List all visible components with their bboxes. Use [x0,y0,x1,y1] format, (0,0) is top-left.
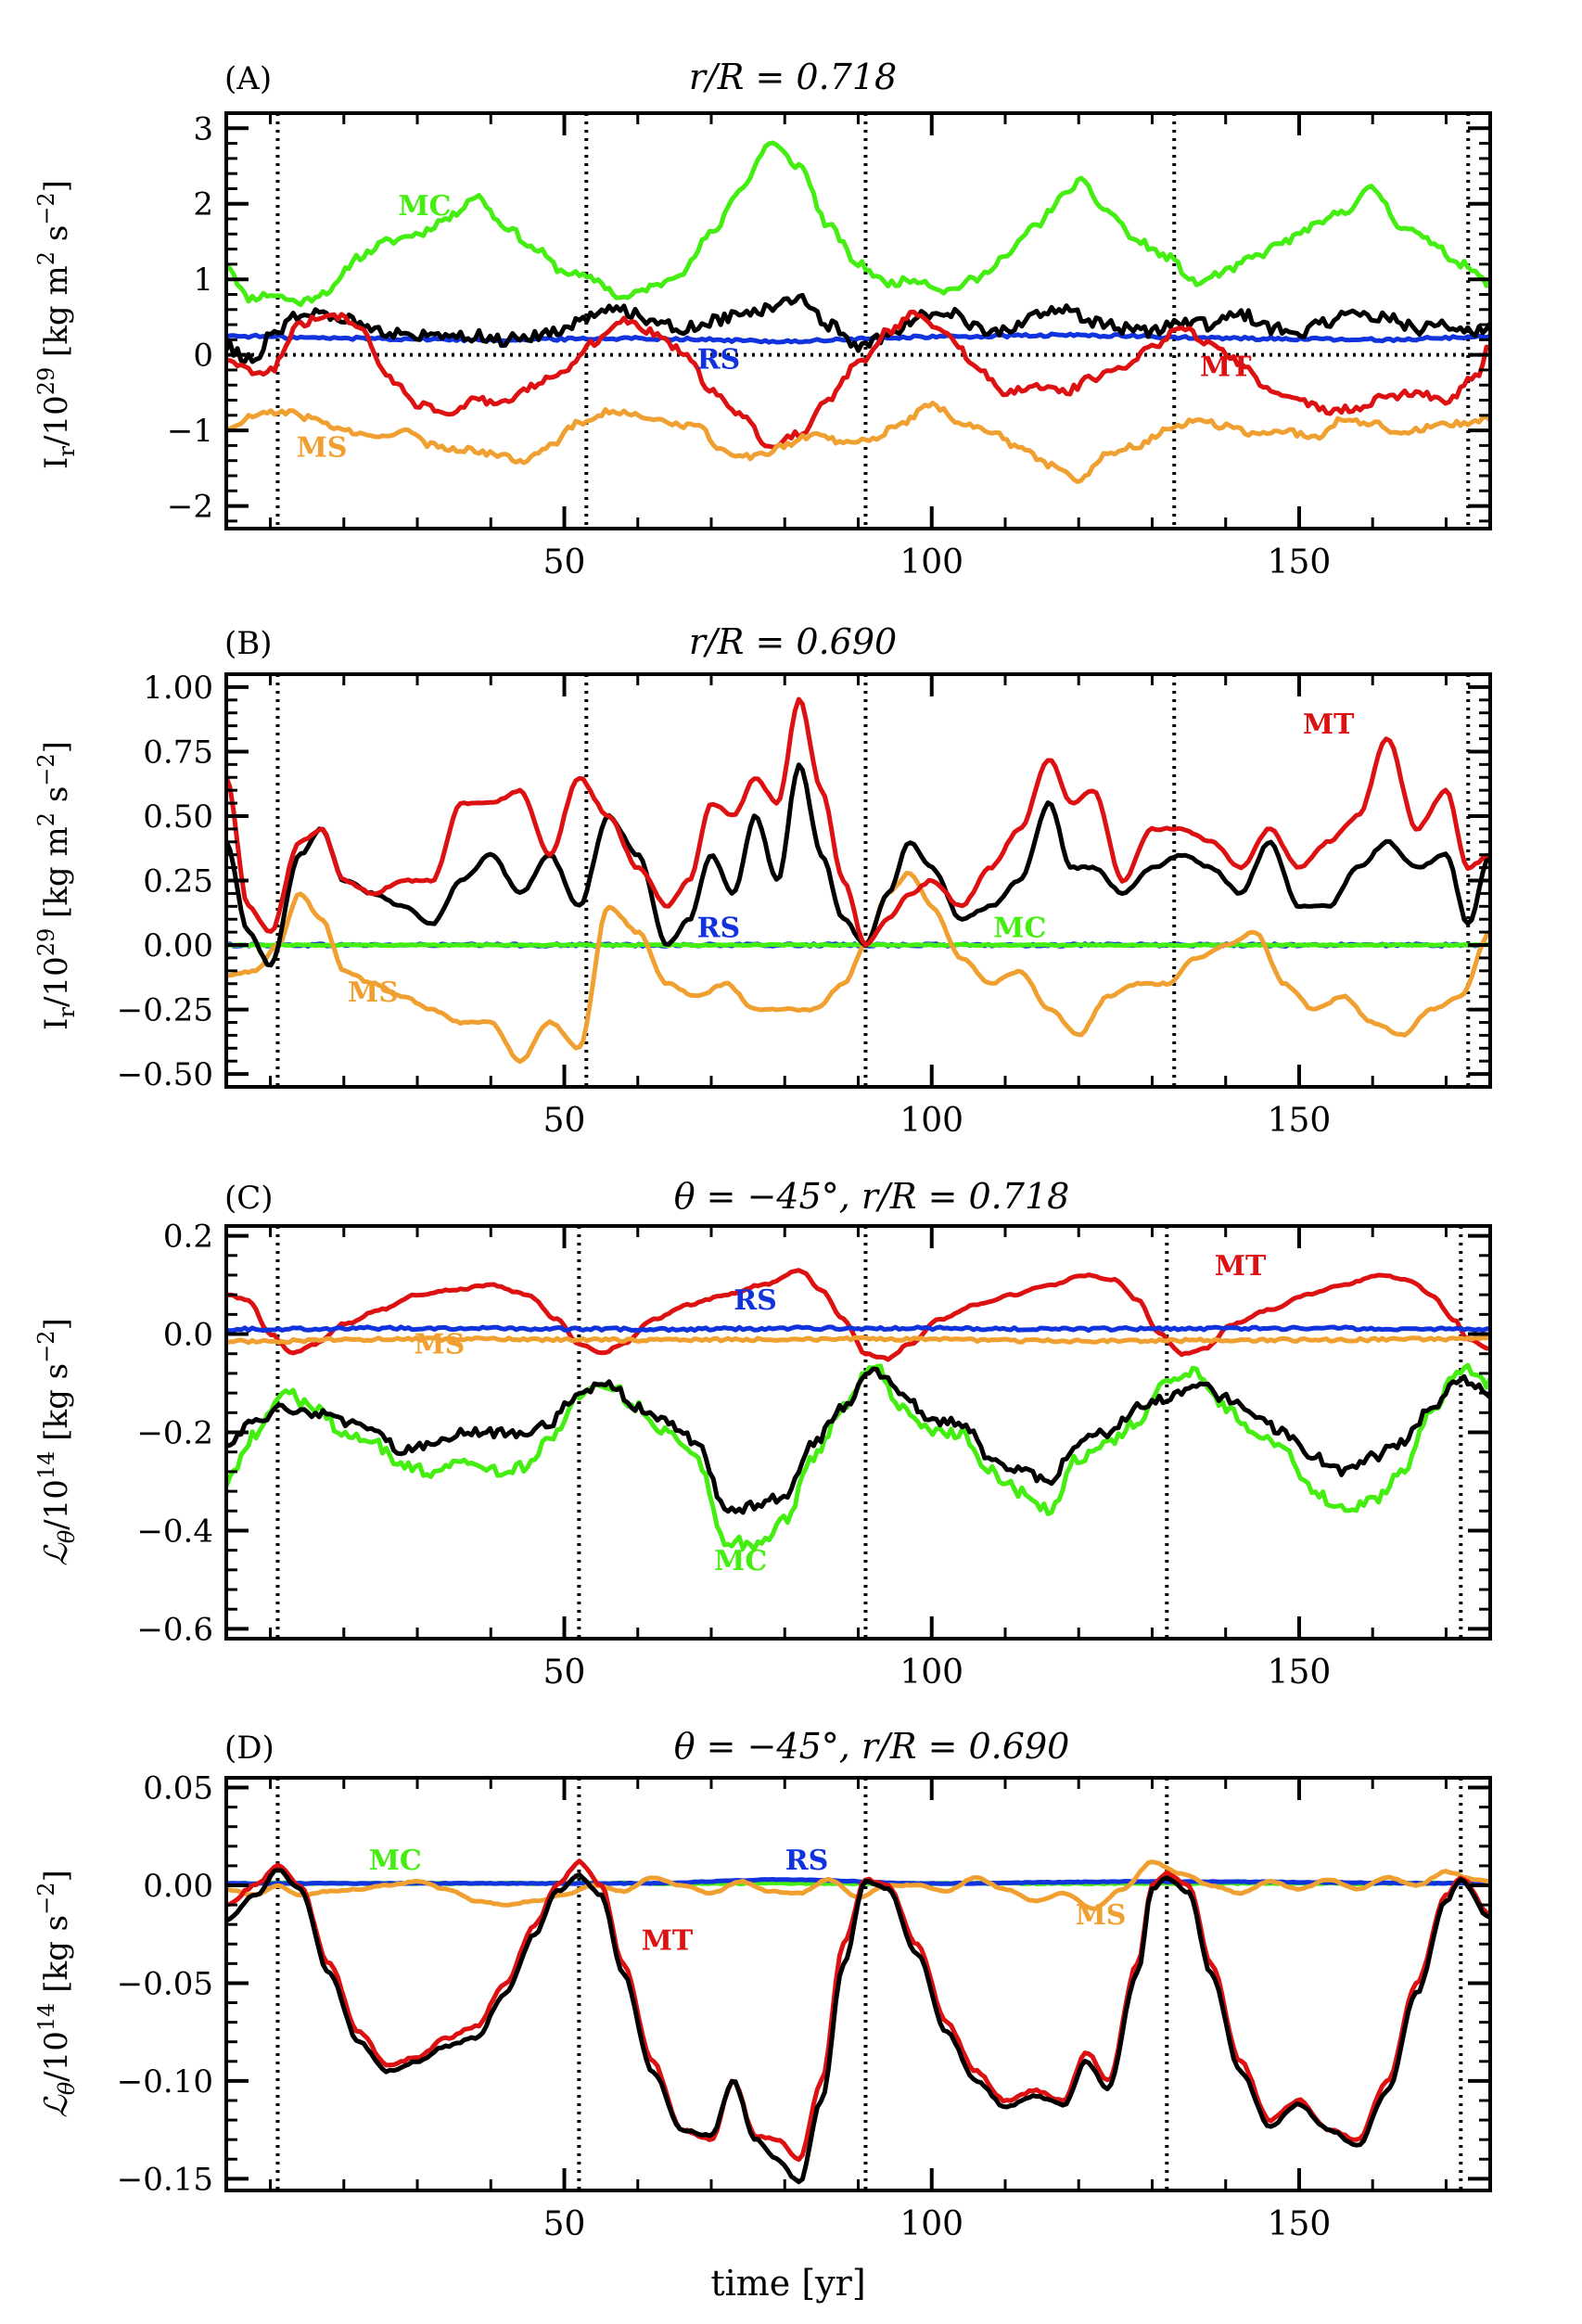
series-total-line [226,1366,1490,1515]
series-label-mc: MC [398,190,451,223]
y-tick-label: −0.6 [136,1611,213,1648]
y-tick-label: 0.00 [143,1868,213,1905]
panel-c-ylabel: ℒθ/1014 [kg s−2] [33,1318,80,1566]
x-tick-label: 50 [543,1654,586,1692]
y-tick-label: −0.2 [136,1415,213,1452]
x-tick-label: 150 [1268,543,1332,581]
y-tick-label: 3 [193,110,213,147]
y-tick-label: 0.00 [143,927,213,964]
y-tick-label: 0.75 [143,734,213,771]
series-label-mc: MC [714,1545,767,1577]
y-tick-label: 0.2 [163,1219,213,1256]
series-label-rs: RS [734,1284,777,1317]
panel-c-title: θ = −45°, r/R = 0.718 [674,1176,1070,1217]
panel-b-ylabel: Ir/1029 [kg m2 s−2] [33,741,80,1030]
panel-a: (A) r/R = 0.718 Ir/1029 [kg m2 s−2] −2 −1… [33,57,1492,581]
x-tick-label: 150 [1268,1654,1332,1692]
series-total-line [226,292,1490,364]
series-label-mt: MT [1303,709,1355,741]
panel-b-title: r/R = 0.690 [689,621,897,662]
series-mt-line [226,1268,1490,1362]
y-tick-label: −0.05 [117,1965,213,2002]
series-label-mt: MT [1215,1250,1267,1283]
panel-d-tag: (D) [224,1730,274,1767]
panel-b: (B) r/R = 0.690 Ir/1029 [kg m2 s−2] −0.5… [33,621,1492,1140]
plot-area [226,1226,1490,1639]
x-tick-label: 100 [899,2205,963,2243]
series-total-line [226,1868,1490,2185]
series-label-ms: MS [414,1329,465,1361]
series-total-line [226,762,1490,968]
series-mc-line [226,1362,1490,1552]
panel-a-tag: (A) [224,60,272,97]
series-label-ms: MS [1076,1899,1127,1932]
plot-frame [224,1224,1492,1641]
x-tick-label: 100 [899,1654,963,1692]
y-tick-label: −0.15 [117,2161,213,2198]
series-mc-line [226,942,1490,949]
series-label-mt: MT [642,1925,694,1958]
y-tick-label: 2 [193,186,213,223]
y-tick-label: 0.0 [163,1317,213,1354]
series-mc-line [226,140,1490,308]
series-ms-line [226,871,1490,1065]
y-tick-label: 0 [193,338,213,375]
plot-frame [224,1776,1492,2192]
panel-a-ylabel: Ir/1029 [kg m2 s−2] [33,180,80,469]
y-tick-label: −0.4 [136,1513,213,1550]
panel-b-tag: (B) [224,625,273,662]
series-ms-line [226,1334,1490,1346]
x-tick-label: 150 [1268,2205,1332,2243]
series-label-rs: RS [697,343,741,376]
y-tick-label: 0.25 [143,863,213,900]
series-ms-line [226,401,1490,484]
x-axis-label: time [yr] [710,2263,865,2304]
x-tick-label: 100 [899,1102,963,1140]
y-tick-label: −2 [167,489,213,526]
series-label-rs: RS [785,1845,829,1877]
series-label-mt: MT [1200,351,1252,383]
x-tick-label: 50 [543,2205,586,2243]
y-tick-label: 0.05 [143,1770,213,1807]
series-mt-line [226,310,1490,450]
y-tick-label: −0.25 [117,992,213,1029]
panel-a-title: r/R = 0.718 [689,57,897,97]
plot-frame [224,111,1492,530]
series-rs-line [226,1324,1490,1334]
series-label-mc: MC [993,913,1046,945]
panel-c-tag: (C) [224,1180,274,1217]
x-tick-label: 150 [1268,1102,1332,1140]
plot-area [226,113,1490,529]
panel-c: (C) θ = −45°, r/R = 0.718 ℒθ/1014 [kg s−… [33,1176,1492,1692]
panel-d: (D) θ = −45°, r/R = 0.690 ℒθ/1014 [kg s−… [33,1726,1492,2243]
series-label-mc: MC [369,1845,422,1877]
y-tick-label: 1 [193,262,213,299]
y-tick-label: −0.10 [117,2063,213,2101]
y-tick-label: 1.00 [143,670,213,707]
series-label-rs: RS [697,913,741,945]
x-tick-label: 50 [543,1102,586,1140]
panel-d-ylabel: ℒθ/1014 [kg s−2] [33,1870,80,2118]
panel-d-title: θ = −45°, r/R = 0.690 [674,1726,1070,1767]
series-label-ms: MS [348,977,399,1009]
plot-area [226,1778,1490,2190]
y-tick-label: −1 [167,413,213,450]
y-tick-label: 0.50 [143,798,213,836]
plot-area [226,674,1490,1087]
y-tick-label: −0.50 [117,1056,213,1093]
series-mt-line [226,696,1490,948]
series-rs-line [226,331,1490,345]
x-tick-label: 50 [543,543,586,581]
x-tick-label: 100 [899,543,963,581]
series-label-ms: MS [297,432,348,465]
